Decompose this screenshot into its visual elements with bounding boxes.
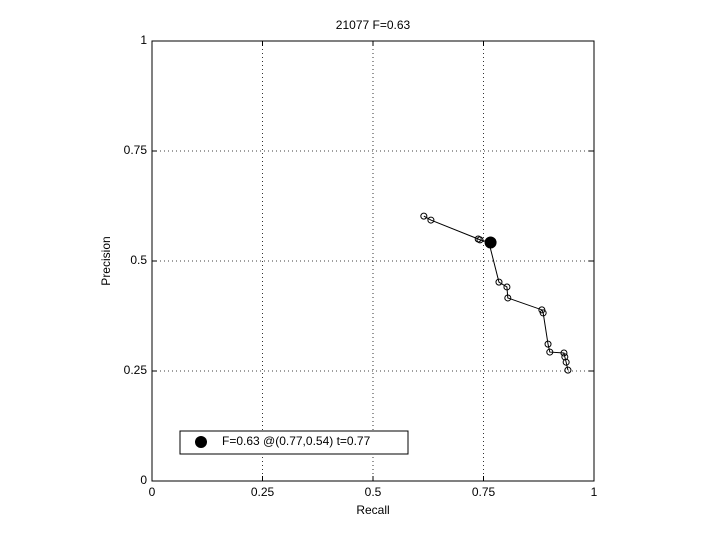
point [427, 216, 435, 224]
line [423, 215, 569, 371]
y-tick-label: 0.75 [124, 143, 148, 157]
point [544, 340, 552, 348]
point [564, 366, 572, 374]
y-tick-label: 0.5 [130, 253, 147, 267]
best-point [484, 236, 497, 249]
y-axis-label: Precision [99, 236, 113, 285]
point [562, 358, 570, 366]
y-tick-label: 0 [140, 473, 147, 487]
point [476, 236, 484, 244]
x-tick-label: 0.5 [365, 485, 382, 499]
x-tick-label: 0 [149, 485, 156, 499]
y-tick-label: 1 [140, 33, 147, 47]
point [495, 278, 503, 286]
chart-title: 21077 F=0.63 [336, 18, 411, 32]
x-tick-label: 0.25 [251, 485, 275, 499]
point [546, 348, 554, 356]
point [539, 309, 547, 317]
point [538, 306, 546, 314]
point [503, 283, 511, 291]
point [504, 294, 512, 302]
point [560, 349, 568, 357]
legend [179, 430, 409, 455]
x-tick-label: 0.75 [472, 485, 496, 499]
x-tick-label: 1 [591, 485, 598, 499]
legend-marker [195, 436, 207, 448]
x-axis-label: Recall [356, 503, 389, 517]
y-tick-label: 0.25 [124, 363, 148, 377]
plot-frame [151, 40, 595, 482]
legend-label: F=0.63 @(0.77,0.54) t=0.77 [222, 434, 371, 448]
point [420, 212, 428, 220]
